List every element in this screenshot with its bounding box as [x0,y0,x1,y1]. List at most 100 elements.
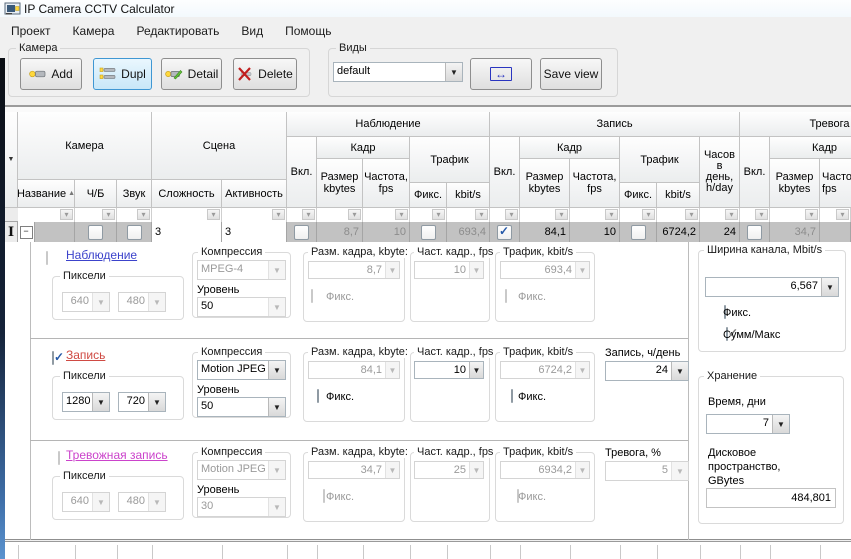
detail-button[interactable]: Detail [161,58,222,90]
col-header-name[interactable]: Название ▲ [18,180,75,208]
chevron-down-icon[interactable]: ▼ [575,362,589,378]
filter-dropdown-icon[interactable]: ▾ [348,209,361,220]
observe-section-link[interactable]: Наблюдение [66,248,138,262]
alarm-fps-spinner[interactable]: 25 ▼ [414,461,484,479]
band-observe-frame[interactable]: Кадр [317,137,410,159]
menu-project[interactable]: Проект [11,24,51,38]
storage-disk-field[interactable]: 484,801 [706,488,836,508]
filter-dropdown-icon[interactable]: ▾ [505,209,518,220]
col-header-bw[interactable]: Ч/Б [75,180,117,208]
chevron-down-icon[interactable]: ▼ [575,462,589,478]
observe-level-select[interactable]: 50 ▼ [197,297,286,317]
cell-alarm-freq[interactable] [820,222,851,242]
chevron-down-icon[interactable]: ▼ [821,278,838,296]
chevron-down-icon[interactable]: ▼ [268,498,285,516]
filter-cell[interactable]: ▾ [740,208,770,222]
filter-dropdown-icon[interactable]: ▾ [725,209,738,220]
col-header-observe-kbit[interactable]: kbit/s [447,183,490,208]
add-button[interactable]: Add [20,58,82,90]
channel-width-select[interactable]: 6,567 ▼ [705,277,839,297]
cell-activity[interactable]: 3 [222,222,287,242]
filter-dropdown-icon[interactable]: ▾ [102,209,115,220]
band-observe[interactable]: Наблюдение [287,112,490,137]
cell-complexity[interactable]: 3 [152,222,222,242]
observe-framesize-spinner[interactable]: 8,7 ▼ [308,261,400,279]
cell-alarm-size[interactable]: 34,7 [770,222,820,242]
filter-dropdown-icon[interactable]: ▾ [302,209,315,220]
filter-cell[interactable]: ▾ [410,208,447,222]
next-grid-row[interactable] [5,541,851,559]
chevron-down-icon[interactable]: ▼ [469,462,483,478]
checkbox-observe-traffic-fix[interactable] [505,289,507,303]
band-record[interactable]: Запись [490,112,740,137]
cell-record-fix[interactable] [620,222,657,242]
alarm-section-link[interactable]: Тревожная запись [66,448,168,462]
record-hours-select[interactable]: 24 ▼ [605,361,689,381]
col-header-alarm-size[interactable]: Размер kbytes [770,159,820,208]
checkbox-bw[interactable] [88,224,103,240]
cell-record-size[interactable]: 84,1 [520,222,570,242]
col-header-observe-enabled[interactable]: Вкл. [287,137,317,208]
alarm-level-select[interactable]: 30 ▼ [197,497,286,517]
observe-fps-spinner[interactable]: 10 ▼ [414,261,484,279]
col-header-record-fix[interactable]: Фикс. [620,183,657,208]
chevron-down-icon[interactable]: ▼ [385,362,399,378]
filter-dropdown-icon[interactable]: ▾ [836,209,849,220]
checkbox-alarm-traffic-fix[interactable] [517,489,519,503]
checkbox-observe-framesize-fix[interactable] [311,289,313,303]
record-pixels-height-select[interactable]: 720 ▼ [118,392,166,412]
cell-sound[interactable] [117,222,152,242]
cell-expander[interactable]: − [18,222,35,242]
chevron-down-icon[interactable]: ▼ [148,393,165,411]
checkbox-record-fix[interactable] [630,224,646,240]
dupl-button[interactable]: Dupl [93,58,152,90]
filter-dropdown-icon[interactable]: ▾ [207,209,220,220]
checkbox-alarm-enabled[interactable] [747,224,762,240]
filter-cell[interactable]: ▾ [820,208,851,222]
band-record-traffic[interactable]: Трафик [620,137,700,183]
chevron-down-icon[interactable]: ▼ [268,261,285,279]
chevron-down-icon[interactable]: ▼ [268,361,285,379]
cell-observe-kbit[interactable]: 693,4 [447,222,490,242]
filter-dropdown-icon[interactable]: ▾ [605,209,618,220]
cell-observe-freq[interactable]: 10 [363,222,410,242]
chevron-down-icon[interactable]: ▼ [385,462,399,478]
col-header-record-enabled[interactable]: Вкл. [490,137,520,208]
chevron-down-icon[interactable]: ▼ [92,493,109,511]
checkbox-record-traffic-fix[interactable] [511,389,513,403]
band-record-frame[interactable]: Кадр [520,137,620,159]
cell-alarm-enabled[interactable] [740,222,770,242]
filter-cell[interactable]: ▾ [317,208,363,222]
checkbox-alarm-framesize-fix[interactable] [323,489,325,503]
checkbox-channel-fix[interactable] [724,305,726,319]
record-section-link[interactable]: Запись [66,348,106,362]
col-header-alarm-freq[interactable]: Частота,fps [820,159,851,208]
filter-cell[interactable]: ▾ [770,208,820,222]
collapse-icon[interactable]: − [19,225,33,239]
alarm-traffic-spinner[interactable]: 6934,2 ▼ [500,461,590,479]
observe-pixels-width-select[interactable]: 640 ▼ [62,292,110,312]
alarm-percent-select[interactable]: 5 ▼ [605,461,689,481]
menu-help[interactable]: Помощь [285,24,332,38]
chevron-down-icon[interactable]: ▼ [385,262,399,278]
cell-observe-size[interactable]: 8,7 [317,222,363,242]
chevron-down-icon[interactable]: ▼ [671,362,688,380]
filter-dropdown-icon[interactable]: ▾ [137,209,150,220]
filter-dropdown-icon[interactable]: ▾ [555,209,568,220]
record-level-select[interactable]: 50 ▼ [197,397,286,417]
filter-dropdown-icon[interactable]: ▾ [805,209,818,220]
col-header-activity[interactable]: Активность [222,180,287,208]
chevron-down-icon[interactable]: ▼ [268,461,285,479]
alarm-pixels-width-select[interactable]: 640 ▼ [62,492,110,512]
col-header-observe-fix[interactable]: Фикс. [410,183,447,208]
filter-cell[interactable]: ▾ [447,208,490,222]
record-fps-spinner[interactable]: 10 ▼ [414,361,484,379]
checkbox-record-section[interactable] [52,351,54,365]
col-header-record-freq[interactable]: Частота, fps [570,159,620,208]
filter-dropdown-icon[interactable]: ▾ [642,209,655,220]
alarm-framesize-spinner[interactable]: 34,7 ▼ [308,461,400,479]
filter-dropdown-icon[interactable]: ▾ [272,209,285,220]
filter-dropdown-icon[interactable]: ▾ [432,209,445,220]
storage-time-select[interactable]: 7 ▼ [706,414,790,434]
filter-cell[interactable]: ▾ [363,208,410,222]
